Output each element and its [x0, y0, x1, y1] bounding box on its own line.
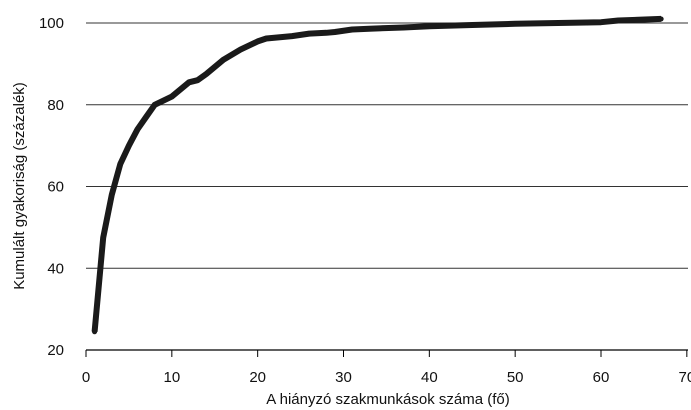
x-tick-label-50: 50 [507, 369, 524, 386]
x-tick-label-70: 70 [678, 369, 691, 386]
data-point [126, 143, 132, 149]
data-point [658, 16, 664, 22]
data-point [469, 22, 475, 28]
y-tick-label-20: 20 [47, 342, 64, 359]
data-point [400, 24, 407, 31]
x-tick-label-10: 10 [163, 369, 180, 386]
x-tick-label-0: 0 [82, 369, 90, 386]
y-tick-label-80: 80 [47, 97, 64, 114]
data-point [220, 57, 226, 63]
x-tick-label-20: 20 [249, 369, 266, 386]
y-tick-label-100: 100 [39, 15, 64, 32]
data-point [263, 35, 269, 42]
gridlines [86, 22, 688, 269]
data-point [289, 33, 295, 39]
data-point [598, 19, 604, 25]
data-point [615, 17, 621, 24]
x-axis-ticks [85, 350, 688, 357]
data-point [152, 102, 158, 108]
data-point [186, 79, 192, 85]
data-point [323, 30, 329, 36]
data-point [426, 23, 432, 29]
data-point [109, 192, 115, 198]
tick-labels: 0 10 20 30 40 50 60 70 20 40 60 80 100 [39, 15, 691, 386]
data-point [332, 29, 338, 35]
y-tick-label-40: 40 [47, 260, 64, 277]
x-tick-label-30: 30 [335, 369, 352, 386]
data-point [203, 71, 209, 77]
data-point [194, 77, 201, 83]
data-point [555, 20, 561, 26]
series-layer [91, 15, 664, 335]
data-point [255, 38, 261, 44]
data-point [349, 26, 355, 33]
data-point [100, 234, 106, 241]
series-line [91, 15, 662, 332]
data-point [306, 31, 312, 37]
data-point [169, 93, 175, 100]
x-tick-label-40: 40 [421, 369, 438, 386]
data-point [512, 21, 518, 27]
y-axis-label: Kumulált gyakoriság (százalék) [11, 82, 28, 290]
data-point [143, 114, 149, 120]
data-point [366, 26, 372, 32]
data-point [117, 161, 123, 167]
data-point [91, 329, 98, 335]
data-point [237, 46, 244, 53]
x-tick-label-60: 60 [593, 369, 610, 386]
y-tick-label-60: 60 [47, 179, 64, 196]
data-point [134, 126, 141, 132]
x-axis-label: A hiányzó szakmunkások száma (fő) [266, 391, 509, 408]
